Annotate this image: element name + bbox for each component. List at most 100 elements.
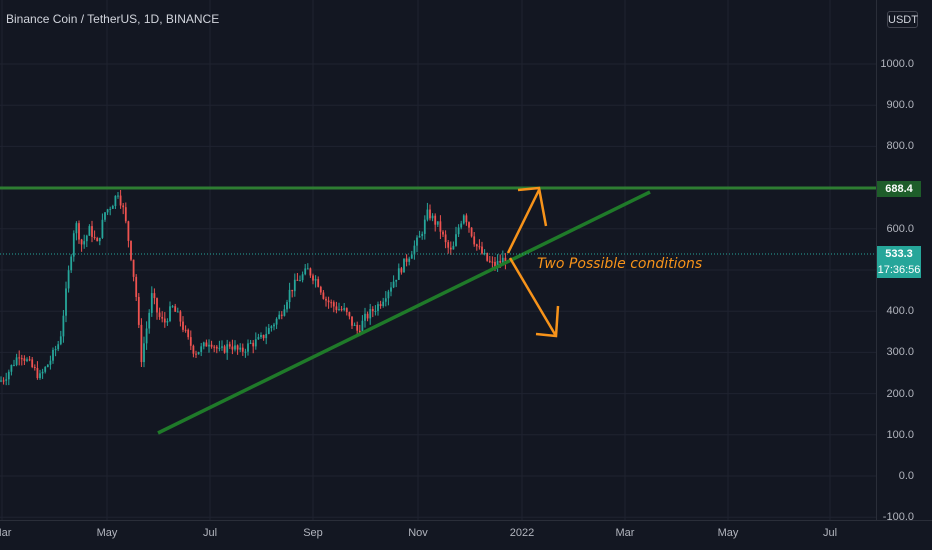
candle-body xyxy=(278,314,281,319)
resistance-price-tag: 688.4 xyxy=(877,181,921,197)
candle-body xyxy=(189,337,192,346)
candle-body xyxy=(150,293,153,313)
candle-body xyxy=(200,346,203,352)
candle-body xyxy=(184,329,187,331)
candle-body xyxy=(57,344,60,350)
candle-body xyxy=(481,246,483,254)
candle-body xyxy=(405,258,408,262)
candle-body xyxy=(369,309,372,319)
arrow-up-head xyxy=(517,186,548,227)
candle-body xyxy=(382,301,385,307)
candle-body xyxy=(215,346,218,349)
candle-body xyxy=(223,346,226,353)
annotation-text: Two Possible conditions xyxy=(537,256,703,272)
candle-body xyxy=(176,311,179,313)
candle-body xyxy=(379,304,382,307)
candle-body xyxy=(351,316,353,326)
candle-body xyxy=(20,358,23,360)
candle-body xyxy=(457,227,460,235)
x-tick-label: Mar xyxy=(0,527,12,539)
candle-body xyxy=(52,349,54,361)
candle-body xyxy=(18,357,21,359)
candle-body xyxy=(436,221,439,225)
candle-body xyxy=(205,342,208,347)
candle-body xyxy=(327,300,330,303)
candle-body xyxy=(473,236,476,245)
candle-body xyxy=(366,313,369,319)
candle-body xyxy=(231,346,234,350)
candle-body xyxy=(343,308,346,310)
candle-body xyxy=(2,380,5,382)
candle-body xyxy=(119,195,122,206)
currency-label[interactable]: USDT xyxy=(887,11,918,28)
candle-body xyxy=(252,342,255,347)
support-trendline[interactable] xyxy=(157,190,651,435)
candle-body xyxy=(478,246,481,248)
candle-body xyxy=(395,279,398,282)
candle-body xyxy=(418,236,421,238)
candle-body xyxy=(330,302,333,304)
candle-body xyxy=(145,328,148,344)
candle-body xyxy=(5,379,8,381)
candle-body xyxy=(319,286,322,293)
candle-body xyxy=(460,223,463,228)
candle-body xyxy=(156,298,158,313)
candle-body xyxy=(104,212,106,220)
candle-body xyxy=(15,357,18,365)
candle-body xyxy=(499,260,502,263)
time-axis[interactable] xyxy=(0,520,932,550)
candle-body xyxy=(236,345,239,350)
candle-body xyxy=(122,205,125,208)
candle-body xyxy=(364,313,366,321)
candle-body xyxy=(36,367,39,379)
candle-body xyxy=(234,345,236,350)
y-tick-label: 600.0 xyxy=(886,222,914,235)
y-tick-label: 0.0 xyxy=(898,470,914,482)
candle-body xyxy=(208,344,210,347)
candle-body xyxy=(449,247,452,250)
x-tick-label: May xyxy=(717,527,739,539)
x-tick-label: May xyxy=(96,527,118,539)
y-tick-label: 400.0 xyxy=(886,305,914,318)
symbol-title[interactable]: Binance Coin / TetherUS, 1D, BINANCE xyxy=(6,12,220,26)
candle-body xyxy=(163,318,166,323)
candle-body xyxy=(491,261,494,263)
arrow-down-path xyxy=(508,257,558,337)
candle-body xyxy=(275,318,278,325)
candle-body xyxy=(296,279,299,281)
candle-body xyxy=(299,280,301,282)
candle-body xyxy=(254,339,257,347)
candle-body xyxy=(218,347,221,349)
candle-body xyxy=(312,275,314,281)
candle-body xyxy=(148,312,151,329)
candle-body xyxy=(504,257,507,263)
candle-body xyxy=(249,342,252,344)
candle-body xyxy=(111,206,114,209)
candle-body xyxy=(33,367,36,369)
candle-body xyxy=(442,231,444,235)
candle-body xyxy=(130,240,132,260)
candle-body xyxy=(158,312,161,317)
candle-body xyxy=(59,336,62,345)
candle-body xyxy=(462,215,465,224)
y-tick-label: 900.0 xyxy=(886,99,914,112)
candle-body xyxy=(93,236,96,239)
candle-body xyxy=(228,344,231,347)
candle-body xyxy=(301,274,304,281)
candle-body xyxy=(267,328,270,334)
candle-body xyxy=(62,315,65,337)
candle-body xyxy=(335,306,338,311)
candle-body xyxy=(325,298,327,301)
candle-body xyxy=(306,268,309,270)
arrow-up-path xyxy=(506,189,541,254)
candle-body xyxy=(358,330,361,333)
candle-body xyxy=(137,296,140,325)
candle-body xyxy=(135,276,138,297)
candle-body xyxy=(280,314,283,316)
candle-body xyxy=(239,347,242,350)
candle-body xyxy=(317,279,320,287)
candle-body xyxy=(434,215,437,225)
x-tick-label: Jul xyxy=(202,527,218,539)
candle-body xyxy=(106,209,109,213)
